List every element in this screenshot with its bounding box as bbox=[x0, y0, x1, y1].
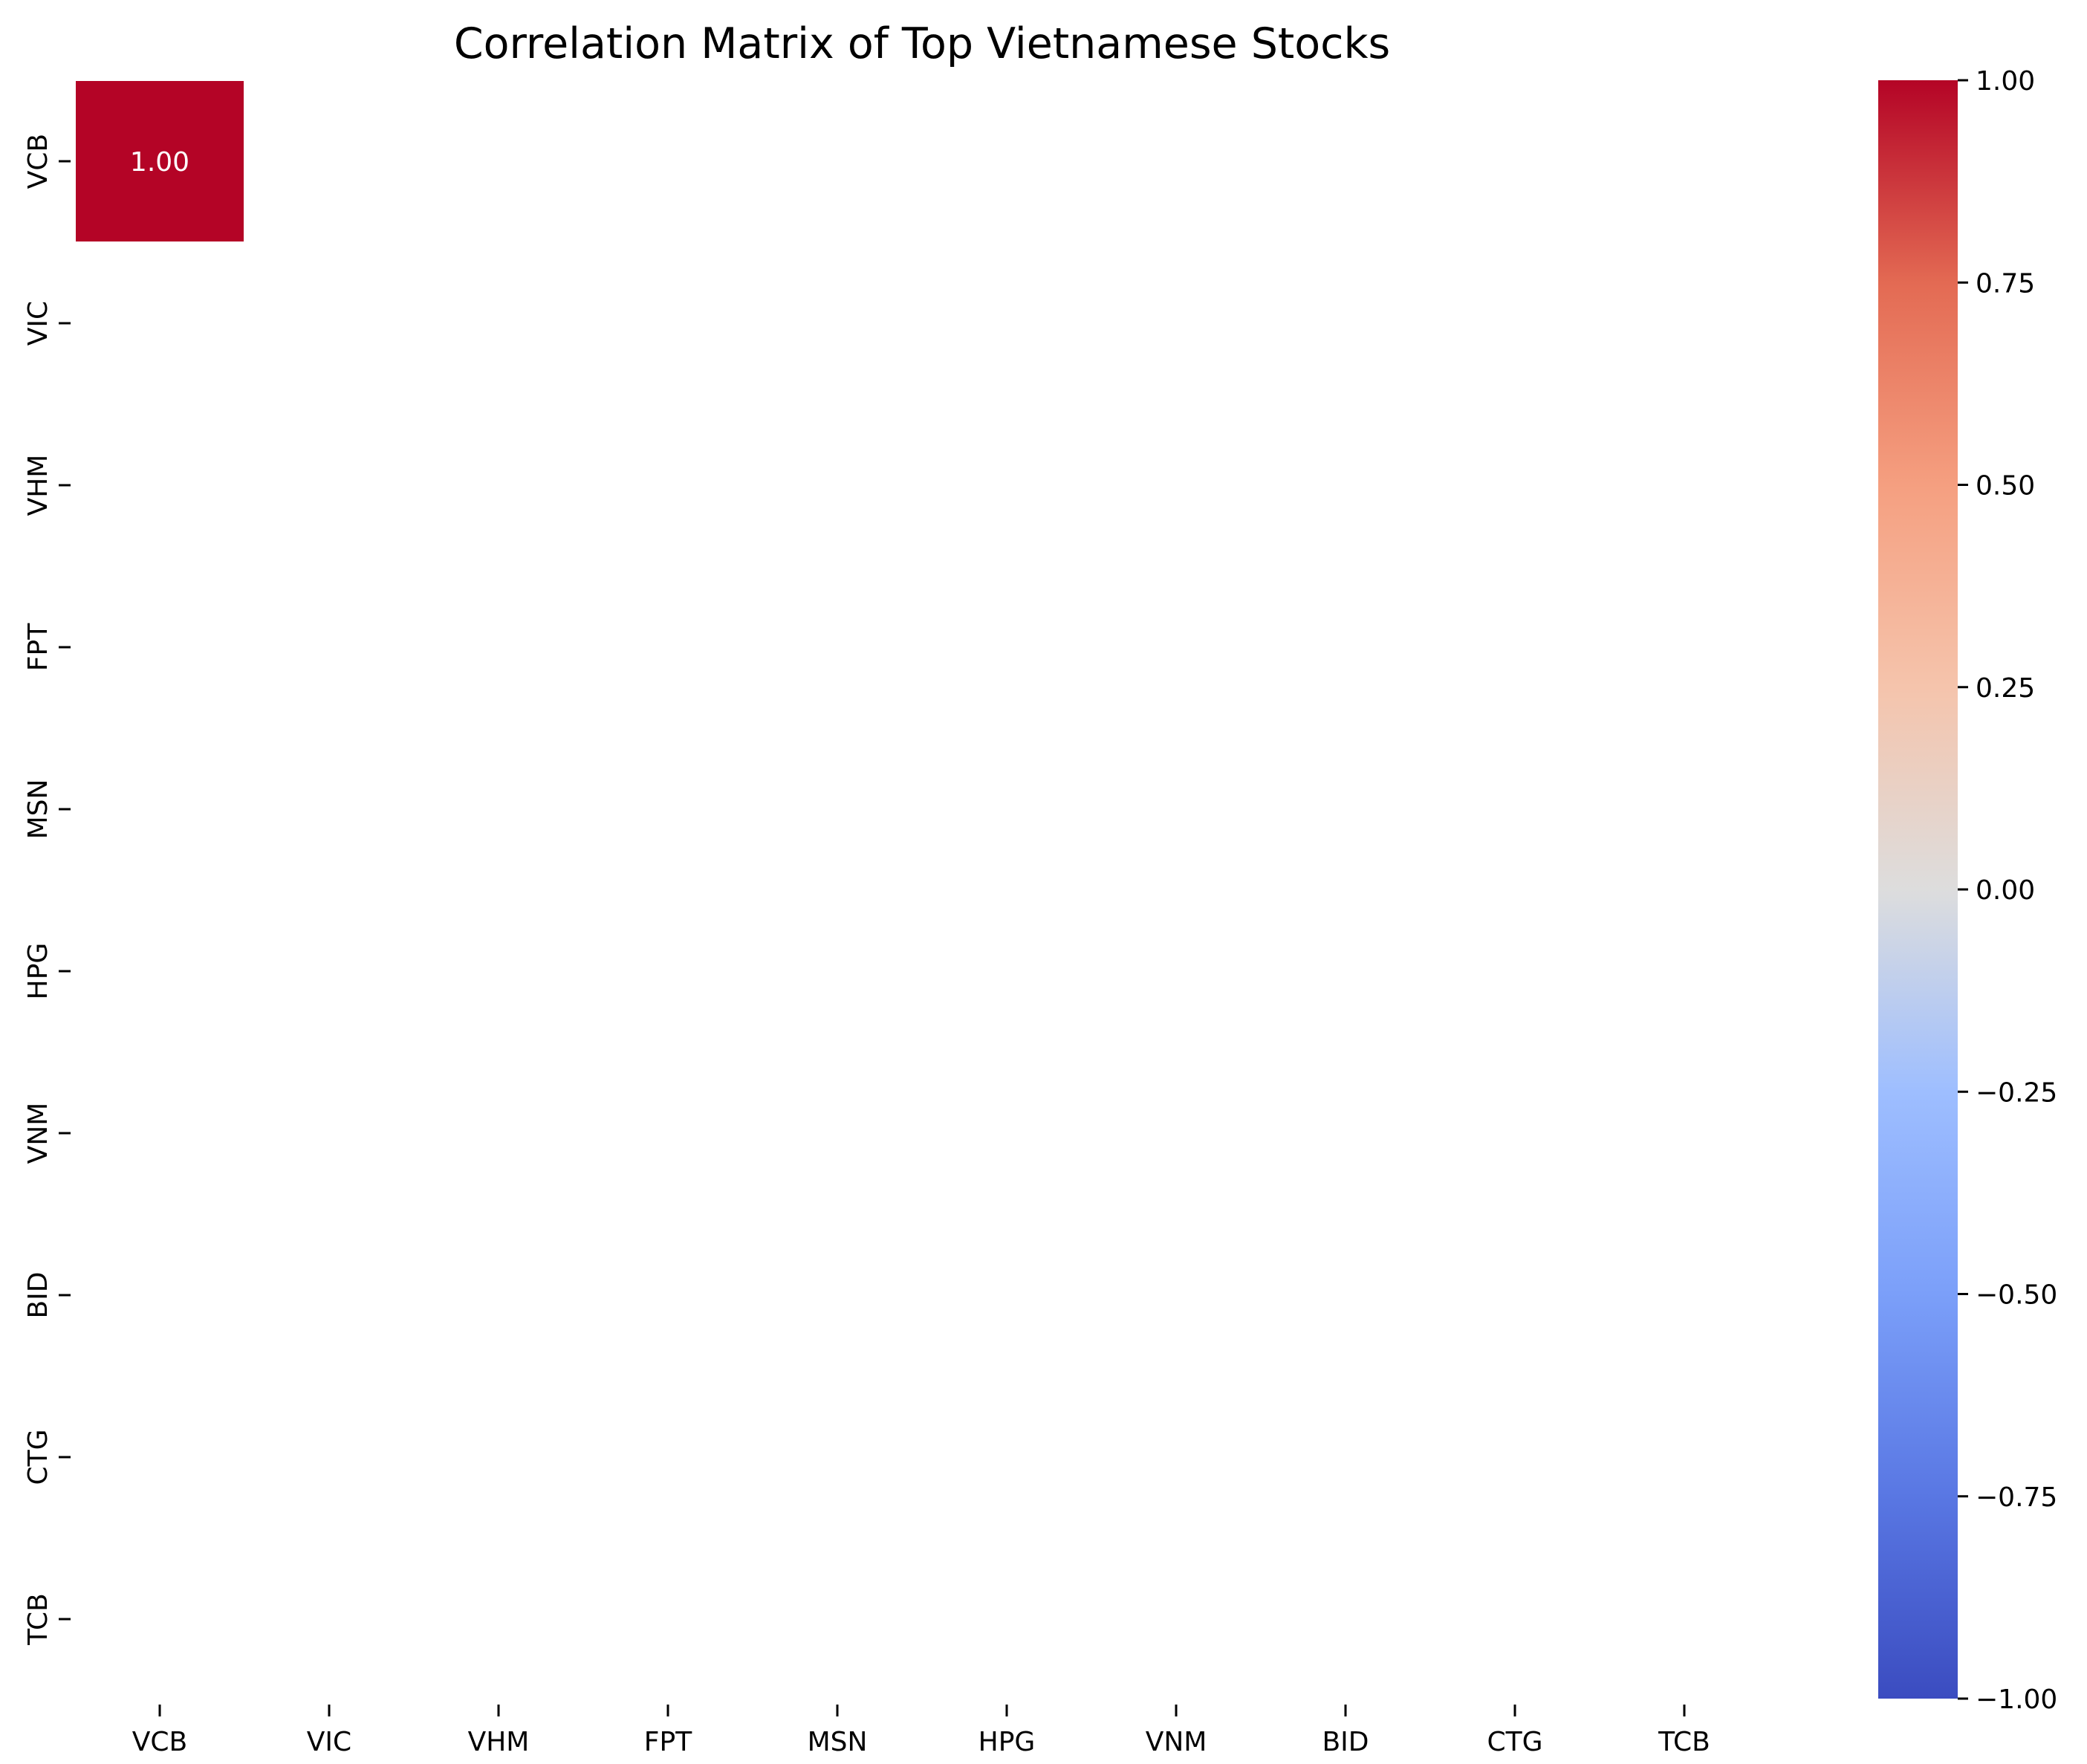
x-tick-label-bid: BID bbox=[1322, 1727, 1369, 1757]
x-tick-label-vic: VIC bbox=[307, 1727, 351, 1757]
heatmap-cells: 1.00 bbox=[76, 81, 244, 241]
x-tick-label-ctg: CTG bbox=[1487, 1727, 1542, 1757]
x-tick-label-fpt: FPT bbox=[644, 1727, 692, 1757]
y-tick-label-vic: VIC bbox=[23, 301, 53, 346]
y-tick-label-tcb: TCB bbox=[23, 1593, 53, 1646]
x-tick-label-vhm: VHM bbox=[468, 1727, 530, 1757]
x-tick-label-tcb: TCB bbox=[1658, 1727, 1710, 1757]
y-tick-label-fpt: FPT bbox=[23, 623, 53, 671]
y-tick-label-hpg: HPG bbox=[23, 943, 53, 1000]
colorbar-tick-label: 0.25 bbox=[1976, 673, 2035, 704]
colorbar-tick-label: 0.50 bbox=[1976, 471, 2035, 502]
y-axis: VCB VIC VHM FPT MSN HPG VNM BID CTG TCB bbox=[23, 134, 71, 1646]
colorbar-tick-label: −0.25 bbox=[1976, 1077, 2057, 1108]
heatmap-cell-VCB-VCB bbox=[76, 81, 244, 241]
x-axis: VCB VIC VHM FPT MSN HPG VNM BID CTG TCB bbox=[132, 1705, 1710, 1757]
y-tick-label-vnm: VNM bbox=[23, 1103, 53, 1164]
y-tick-label-bid: BID bbox=[23, 1271, 53, 1318]
colorbar-tick-label: 0.75 bbox=[1976, 268, 2035, 299]
colorbar-tick-label: 1.00 bbox=[1976, 66, 2035, 97]
colorbar-tick-label: −0.50 bbox=[1976, 1280, 2057, 1311]
colorbar-tick-label: −1.00 bbox=[1976, 1684, 2057, 1715]
x-tick-label-vcb: VCB bbox=[132, 1727, 187, 1757]
y-tick-label-vcb: VCB bbox=[23, 134, 53, 189]
y-tick-label-vhm: VHM bbox=[23, 455, 53, 516]
x-tick-label-vnm: VNM bbox=[1146, 1727, 1207, 1757]
colorbar bbox=[1878, 80, 1958, 1699]
colorbar-tick-label: 0.00 bbox=[1976, 875, 2035, 906]
x-tick-label-hpg: HPG bbox=[978, 1727, 1036, 1757]
chart-title: Correlation Matrix of Top Vietnamese Sto… bbox=[454, 19, 1390, 68]
x-tick-label-msn: MSN bbox=[808, 1727, 868, 1757]
y-tick-label-msn: MSN bbox=[23, 779, 53, 840]
cell-value-label: 1.00 bbox=[130, 147, 189, 178]
colorbar-tick-label: −0.75 bbox=[1976, 1482, 2057, 1513]
y-tick-label-ctg: CTG bbox=[23, 1429, 53, 1485]
colorbar-ticks: 1.00 0.75 0.50 0.25 0.00 −0.25 −0.50 −0.75 −1.00 bbox=[1958, 66, 2057, 1715]
